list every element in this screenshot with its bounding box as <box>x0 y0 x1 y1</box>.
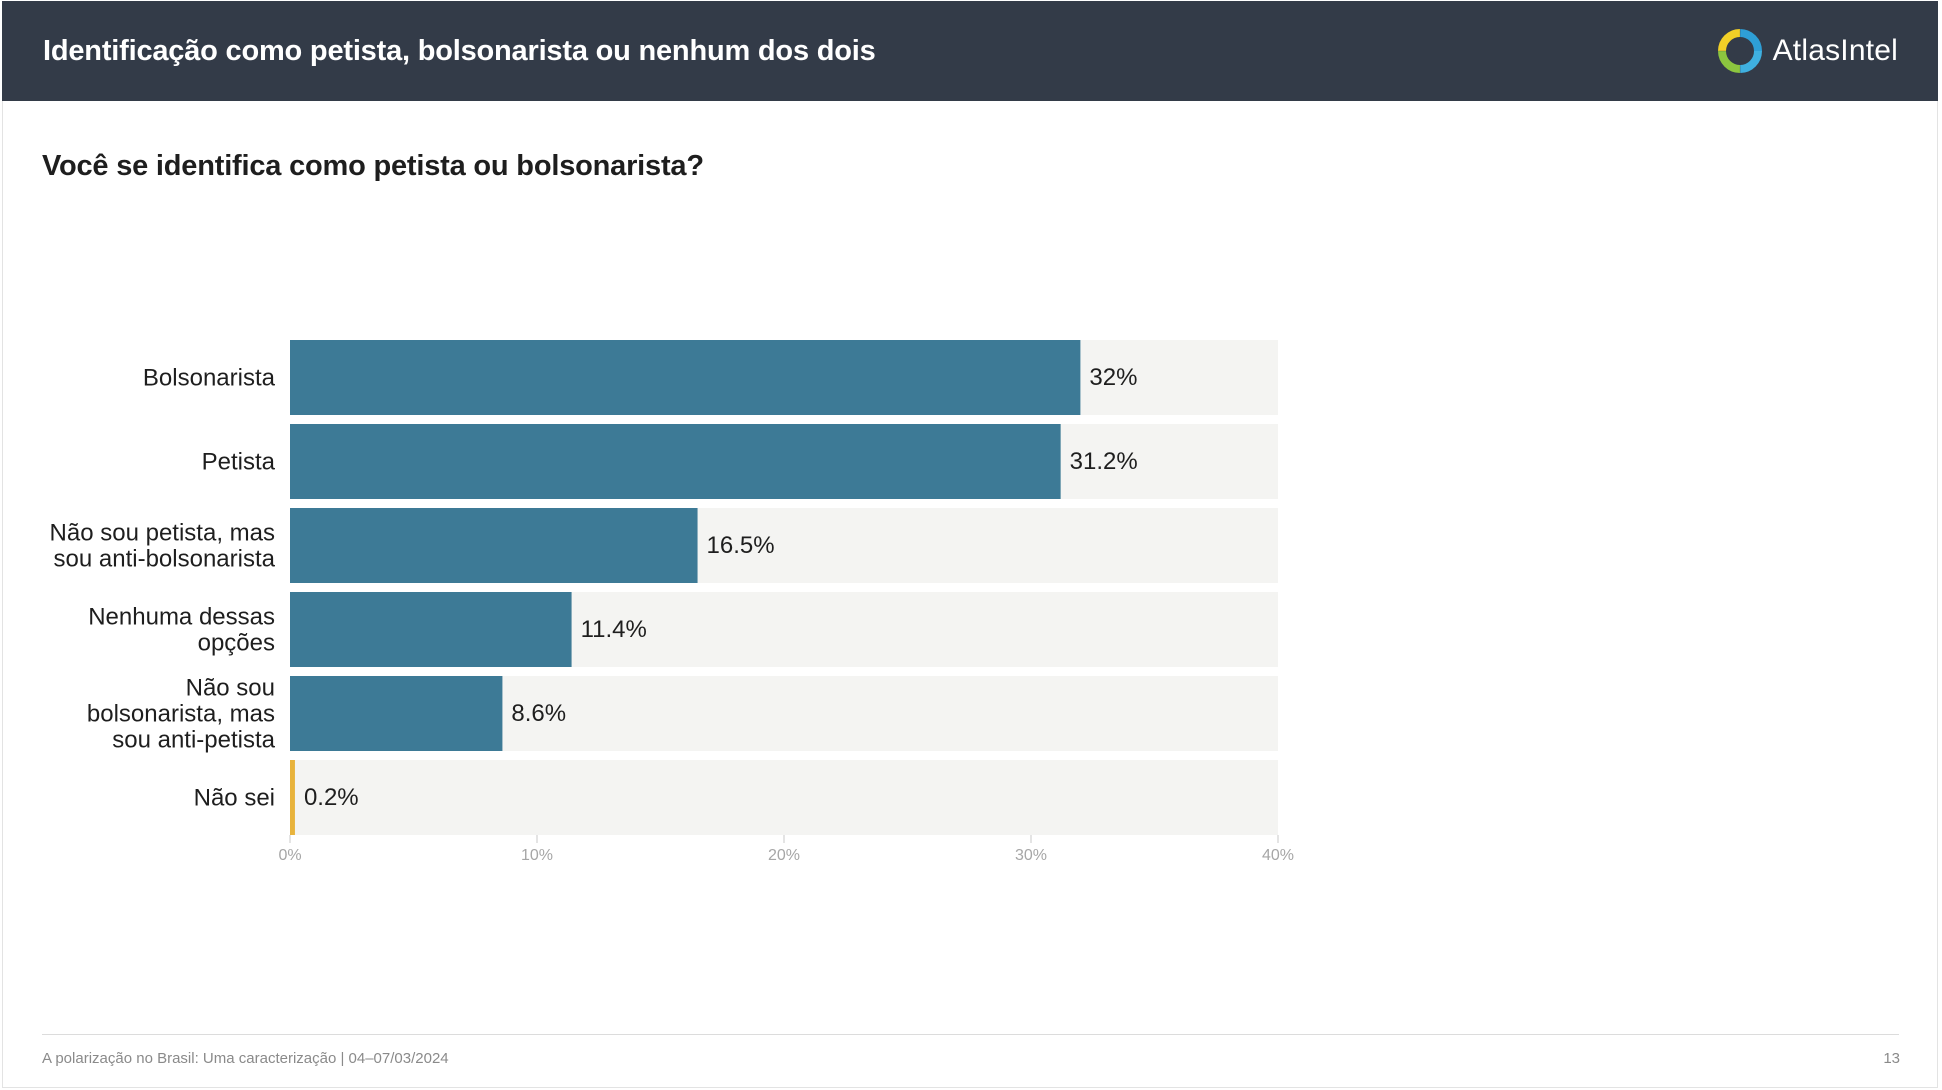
data-label: 8.6% <box>511 700 566 727</box>
category-label-line: Não sei <box>194 784 275 811</box>
bar-track <box>290 760 1278 835</box>
logo-text: AtlasIntel <box>1772 34 1898 67</box>
atlasintel-logo-icon <box>1717 29 1762 73</box>
x-tick-label: 40% <box>1262 847 1294 864</box>
bar <box>290 760 295 835</box>
category-label-line: sou anti-petista <box>112 726 275 753</box>
x-tick-label: 10% <box>521 847 553 864</box>
category-label-line: Nenhuma dessas <box>88 603 275 630</box>
bar <box>290 592 572 667</box>
category-label-line: bolsonarista, mas <box>87 700 275 727</box>
brand-logo: AtlasIntel <box>1717 27 1898 75</box>
bar <box>290 424 1061 499</box>
category-label-line: Bolsonarista <box>143 364 276 391</box>
category-label: Petista <box>202 448 276 475</box>
data-label: 16.5% <box>707 532 775 559</box>
data-label: 0.2% <box>304 784 359 811</box>
category-label: Bolsonarista <box>143 364 276 391</box>
header-bar: Identificação como petista, bolsonarista… <box>2 1 1938 101</box>
page-title: Identificação como petista, bolsonarista… <box>43 35 876 67</box>
category-label-line: Petista <box>202 448 276 475</box>
category-label-line: Não sou <box>186 674 275 701</box>
category-label-line: opções <box>198 629 275 656</box>
bar <box>290 508 698 583</box>
category-label: Não sou petista, mas sou anti-bolsonarist… <box>50 519 276 572</box>
category-label-line: sou anti-bolsonarista <box>54 545 276 572</box>
x-tick-label: 0% <box>278 847 301 864</box>
data-label: 31.2% <box>1070 448 1138 475</box>
x-tick-label: 30% <box>1015 847 1047 864</box>
chart-title: Você se identifica como petista ou bolso… <box>42 150 704 182</box>
footer-divider <box>42 1034 1899 1035</box>
footer-source: A polarização no Brasil: Uma caracteriza… <box>42 1050 449 1067</box>
x-tick-label: 20% <box>768 847 800 864</box>
data-label: 11.4% <box>581 616 647 643</box>
category-label: Não sei <box>194 784 275 811</box>
bar-chart: 32% Bolsonarista 31.2% Petista 16.5% Não sou … <box>50 340 1294 864</box>
bar <box>290 676 503 751</box>
category-label: Nenhuma dessas opções <box>88 603 275 656</box>
category-label: Não sou bolsonarista, mas sou anti-petista <box>87 674 276 753</box>
bar <box>290 340 1081 415</box>
page-number: 13 <box>1883 1050 1900 1067</box>
data-label: 32% <box>1089 364 1137 391</box>
category-label-line: Não sou petista, mas <box>50 519 275 546</box>
